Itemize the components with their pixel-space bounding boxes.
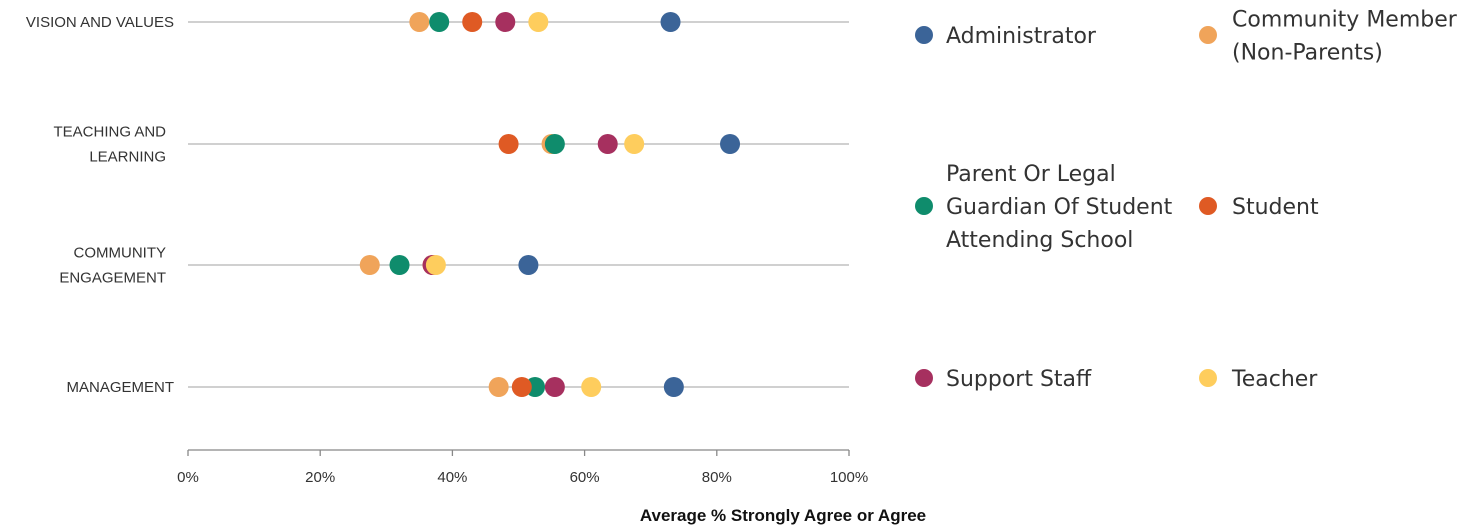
- legend-label-line: Guardian Of Student: [946, 195, 1173, 220]
- legend-label-line: Community Member: [1232, 8, 1458, 33]
- legend-label-line: (Non-Parents): [1232, 41, 1383, 66]
- dot-community-member-non-parents-management: [488, 377, 509, 397]
- dot-teacher-vision-and-values: [528, 12, 549, 32]
- legend-swatch-administrator: [915, 26, 933, 44]
- dot-teacher-management: [581, 377, 602, 397]
- category-label-line: COMMUNITY: [74, 245, 167, 262]
- legend-item-teacher: Teacher: [1199, 367, 1318, 392]
- category-label-line: LEARNING: [89, 149, 166, 166]
- dot-support-staff-teaching-and-learning: [597, 134, 618, 154]
- legend-item-parent-or-legal-guardian-of-student-attending-school: Parent Or Legal Guardian Of Student Attend…: [915, 162, 1173, 253]
- legend-label-line: Student: [1232, 195, 1319, 220]
- category-label-community-engagement: COMMUNITY ENGAGEMENT: [59, 245, 166, 287]
- legend-item-administrator: Administrator: [915, 24, 1097, 49]
- dot-parent-or-legal-guardian-of-student-attending-school-community-engagement: [389, 255, 410, 275]
- dot-community-member-non-parents-community-engagement: [359, 255, 380, 275]
- legend-label-line: Parent Or Legal: [946, 162, 1116, 187]
- x-tick-label: 60%: [570, 469, 600, 486]
- dot-student-teaching-and-learning: [498, 134, 519, 154]
- x-tick-label: 0%: [177, 469, 199, 486]
- category-label-line: ENGAGEMENT: [59, 270, 166, 287]
- legend-label-line: Teacher: [1231, 367, 1318, 392]
- dot-administrator-teaching-and-learning: [720, 134, 741, 154]
- dot-student-vision-and-values: [462, 12, 483, 32]
- legend-label-administrator: Administrator: [946, 24, 1097, 49]
- dot-administrator-management: [663, 377, 684, 397]
- legend-item-student: Student: [1199, 195, 1319, 220]
- x-tick-label: 40%: [437, 469, 467, 486]
- legend-label-line: Administrator: [946, 24, 1097, 49]
- legend-label-parent-or-legal-guardian-of-student-attending-school: Parent Or Legal Guardian Of Student Attend…: [946, 162, 1173, 253]
- x-tick-label: 80%: [702, 469, 732, 486]
- legend-item-community-member-non-parents: Community Member (Non-Parents): [1199, 8, 1458, 66]
- category-label-line: VISION AND VALUES: [26, 14, 174, 31]
- x-axis-title: Average % Strongly Agree or Agree: [640, 506, 926, 525]
- legend-swatch-community-member-non-parents: [1199, 26, 1217, 44]
- category-label-line: MANAGEMENT: [66, 379, 174, 396]
- legend-swatch-student: [1199, 197, 1217, 215]
- category-label-line: TEACHING AND: [53, 124, 166, 141]
- dot-teacher-community-engagement: [425, 255, 446, 275]
- category-label-management: MANAGEMENT: [66, 379, 174, 396]
- category-rows: VISION AND VALUES TEACHING AND LEARNING COM…: [26, 14, 849, 396]
- legend-swatch-support-staff: [915, 369, 933, 387]
- legend-label-community-member-non-parents: Community Member (Non-Parents): [1232, 8, 1458, 66]
- dot-community-member-non-parents-vision-and-values: [409, 12, 430, 32]
- legend-swatch-parent-or-legal-guardian-of-student-attending-school: [915, 197, 933, 215]
- legend-swatch-teacher: [1199, 369, 1217, 387]
- x-tick-label: 20%: [305, 469, 335, 486]
- legend-label-line: Attending School: [946, 228, 1133, 253]
- legend: Administrator Community Member (Non-Parent…: [915, 8, 1458, 392]
- dot-support-staff-management: [544, 377, 565, 397]
- dot-support-staff-vision-and-values: [495, 12, 516, 32]
- category-label-vision-and-values: VISION AND VALUES: [26, 14, 174, 31]
- category-label-teaching-and-learning: TEACHING AND LEARNING: [53, 124, 166, 166]
- legend-label-line: Support Staff: [946, 367, 1092, 392]
- dot-student-management: [511, 377, 532, 397]
- x-tick-label: 100%: [830, 469, 868, 486]
- dot-parent-or-legal-guardian-of-student-attending-school-vision-and-values: [429, 12, 450, 32]
- legend-label-support-staff: Support Staff: [946, 367, 1092, 392]
- dot-parent-or-legal-guardian-of-student-attending-school-teaching-and-learning: [544, 134, 565, 154]
- legend-label-student: Student: [1232, 195, 1319, 220]
- data-points: [359, 12, 741, 397]
- legend-item-support-staff: Support Staff: [915, 367, 1092, 392]
- x-axis: 0% 20% 40% 60% 80% 100% Average % Strongly Agr…: [177, 449, 926, 525]
- legend-label-teacher: Teacher: [1231, 367, 1318, 392]
- dot-administrator-community-engagement: [518, 255, 539, 275]
- dot-teacher-teaching-and-learning: [624, 134, 645, 154]
- dot-administrator-vision-and-values: [660, 12, 681, 32]
